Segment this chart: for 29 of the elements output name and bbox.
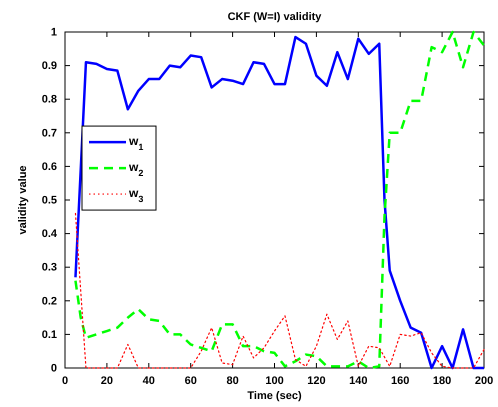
x-tick-label: 0 xyxy=(62,374,68,387)
line-series xyxy=(74,212,485,369)
y-tick-label: 0 xyxy=(50,362,57,375)
y-tick-label: 0.6 xyxy=(42,160,57,173)
chart-title: CKF (W=I) validity xyxy=(228,11,322,23)
x-tick-label: 140 xyxy=(349,374,368,387)
x-tick-label: 40 xyxy=(142,374,155,387)
y-axis-title: validity value xyxy=(17,165,29,235)
x-tick-label: 100 xyxy=(265,374,284,387)
x-tick-label: 200 xyxy=(474,374,494,387)
legend-label: w$_{1}$ xyxy=(128,134,144,152)
x-tick-label: 60 xyxy=(184,374,197,387)
y-tick-label: 0.5 xyxy=(42,194,57,207)
x-tick-label: 120 xyxy=(307,374,326,387)
y-tick-label: 0.2 xyxy=(42,295,57,308)
y-tick-label: 0.9 xyxy=(42,60,57,72)
y-tick-label: 0.1 xyxy=(42,328,57,341)
y-tick-label: 0.3 xyxy=(42,262,57,274)
y-tick-label: 0.7 xyxy=(42,127,57,140)
legend-label: w$_{2}$ xyxy=(128,160,144,178)
x-tick-label: 180 xyxy=(432,374,452,387)
x-tick-label: 160 xyxy=(391,374,410,387)
x-tick-label: 80 xyxy=(226,374,239,387)
x-axis-title: Time (sec) xyxy=(247,390,302,402)
y-tick-label: 1 xyxy=(50,26,57,39)
x-tick-label: 20 xyxy=(100,374,114,387)
y-tick-label: 0.8 xyxy=(42,94,57,106)
legend-label: w$_{3}$ xyxy=(128,186,144,204)
y-tick-label: 0.4 xyxy=(42,228,58,240)
